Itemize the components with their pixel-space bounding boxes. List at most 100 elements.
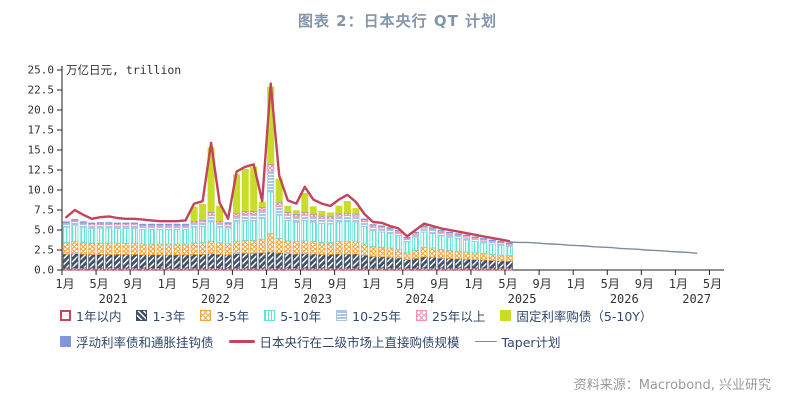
y-tick-label: 2.5 (34, 244, 54, 257)
x-tick-label: 5月 (703, 277, 722, 291)
bar-segment (318, 217, 326, 224)
bar-segment (326, 223, 334, 243)
unit-label: 万亿日元, trillion (66, 63, 181, 77)
bar-segment (139, 254, 147, 269)
bar-segment (488, 239, 496, 242)
bar-segment (301, 220, 309, 242)
bar-segment (403, 238, 411, 243)
bar-segment (199, 203, 207, 220)
bar-segment (386, 247, 394, 258)
bar-segment (241, 211, 249, 215)
bar-segment (275, 202, 283, 207)
bar-segment (343, 241, 351, 255)
bar-segment (105, 253, 113, 269)
legend-swatch (60, 336, 71, 347)
bar-segment (394, 249, 402, 259)
bar-segment (463, 234, 471, 237)
bar-segment (88, 222, 96, 225)
bar-segment (301, 214, 309, 222)
bar-segment (139, 225, 147, 230)
bar-segment (216, 205, 224, 221)
bar-segment (190, 242, 198, 255)
bar-segment (105, 242, 113, 255)
bar-segment (147, 223, 155, 226)
bar-segment (429, 247, 437, 258)
bar-segment (463, 236, 471, 241)
bar-segment (292, 221, 300, 242)
bar-segment (480, 253, 488, 261)
bar-segment (71, 221, 79, 227)
bar-segment (147, 229, 155, 245)
bar-segment (446, 249, 454, 259)
bar-segment (446, 257, 454, 269)
legend-label: 浮动利率债和通胀挂钩债 (76, 335, 214, 350)
bar-segment (156, 243, 164, 256)
bar-segment (190, 226, 198, 244)
y-tick-label: 22.5 (28, 84, 55, 97)
x-year-label: 2023 (303, 292, 332, 306)
y-tick-label: 17.5 (28, 124, 55, 137)
bar-segment (454, 258, 462, 269)
taper-line-sample (474, 340, 497, 343)
bar-segment (258, 217, 266, 240)
bar-segment (173, 223, 181, 226)
x-tick-label: 5月 (396, 277, 415, 291)
x-tick-label: 5月 (294, 277, 313, 291)
bar-segment (216, 242, 224, 255)
bar-segment (326, 241, 334, 255)
bar-segment (207, 221, 215, 242)
bar-segment (292, 253, 300, 269)
legend-swatch (136, 310, 148, 321)
legend-label: 固定利率购债（5-10Y） (516, 309, 653, 324)
bar-segment (113, 227, 121, 244)
legend-swatch (336, 310, 348, 321)
bar-segment (241, 213, 249, 222)
bar-segment (369, 245, 377, 257)
bar-segment (190, 206, 198, 222)
bar-segment (394, 257, 402, 269)
bar-segment (326, 212, 334, 217)
bar-segment (480, 238, 488, 240)
bar-segment (181, 223, 189, 226)
bar-segment (233, 215, 241, 224)
bar-segment (335, 215, 343, 223)
legend-row-1: 1年以内 1-3年 3-5年 5-10年 10-25年 25年以上 固定利率购债（5-10Y… (60, 306, 652, 325)
bar-segment (258, 210, 266, 219)
legend-label: 5-10年 (280, 309, 322, 324)
bar-segment (386, 229, 394, 235)
x-year-label: 2021 (99, 292, 128, 306)
bar-segment (71, 241, 79, 255)
bar-segment (88, 224, 96, 229)
bar-segment (284, 205, 292, 213)
bar-segment (420, 246, 428, 258)
bar-segment (122, 224, 130, 229)
legend-item: 10-25年 (336, 306, 401, 325)
bar-segment (505, 260, 513, 269)
y-tick-label: 0.0 (34, 264, 54, 277)
bar-segment (360, 254, 368, 269)
y-tick-label: 15.0 (28, 144, 55, 157)
bar-segment (309, 221, 317, 242)
bar-segment (224, 224, 232, 230)
bar-segment (335, 221, 343, 243)
legend-item: 固定利率购债（5-10Y） (500, 306, 652, 325)
bar-segment (258, 207, 266, 212)
bar-segment (216, 226, 224, 244)
legend-swatch (60, 310, 71, 321)
bar-segment (96, 227, 104, 244)
bar-segment (96, 242, 104, 255)
x-year-label: 2027 (682, 292, 711, 306)
bar-segment (463, 239, 471, 253)
bar-segment (318, 223, 326, 243)
bar-segment (62, 221, 70, 223)
bar-segment (207, 240, 215, 254)
legend-item: 25年以上 (416, 306, 485, 325)
bar-segment (199, 221, 207, 228)
bar-segment (318, 241, 326, 255)
bar-segment (326, 253, 334, 269)
bar-segment (394, 231, 402, 237)
bar-segment (96, 222, 104, 224)
bar-segment (122, 242, 130, 255)
bar-segment (147, 225, 155, 230)
